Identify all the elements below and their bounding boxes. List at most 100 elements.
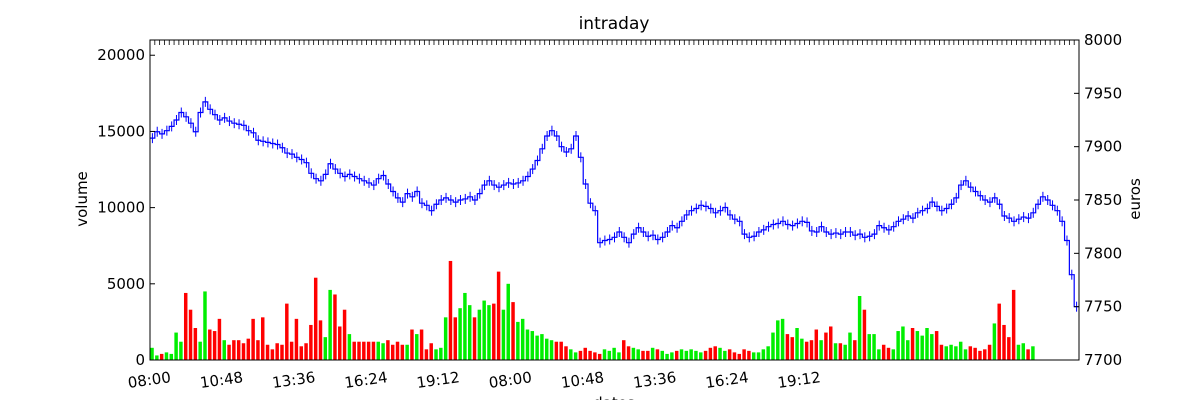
volume-bar xyxy=(357,341,361,360)
volume-bar xyxy=(198,341,202,360)
volume-bar xyxy=(256,340,260,360)
volume-bar xyxy=(588,350,592,360)
volume-bar xyxy=(901,326,905,360)
volume-bar xyxy=(954,346,958,360)
volume-bar xyxy=(776,320,780,360)
volume-bar xyxy=(212,331,217,360)
price-line xyxy=(150,101,1079,308)
volume-bar xyxy=(617,352,621,360)
volume-bar xyxy=(265,344,270,360)
volume-bar xyxy=(313,277,318,360)
volume-bar xyxy=(203,291,207,360)
volume-bar xyxy=(275,343,279,360)
volume-bar xyxy=(236,340,241,360)
volume-bar xyxy=(814,329,819,360)
y-tick-label-left: 20000 xyxy=(97,46,145,64)
volume-bar xyxy=(501,309,506,360)
x-tick-label: 19:12 xyxy=(415,368,460,392)
volume-bar xyxy=(771,332,775,360)
volume-bar xyxy=(285,303,289,360)
volume-bar xyxy=(496,271,501,360)
volume-bar xyxy=(1026,349,1030,360)
axes: 0 5000 10000 15000 20000 7700 7750 7800 7850 7900… xyxy=(97,31,1122,392)
volume-bar xyxy=(655,349,660,360)
volume-bar xyxy=(838,343,843,360)
x-tick-label: 16:24 xyxy=(343,368,388,392)
volume-bar xyxy=(439,347,443,360)
volume-bar xyxy=(227,344,231,360)
volume-bar xyxy=(419,329,424,360)
y-tick-label-right: 7800 xyxy=(1084,244,1122,262)
volume-bar xyxy=(477,309,482,360)
volume-bar xyxy=(400,344,405,360)
volume-bar xyxy=(164,352,169,360)
volume-bar xyxy=(896,331,900,360)
y-tick-label-right: 7750 xyxy=(1084,298,1122,316)
volume-bar xyxy=(545,338,549,360)
volume-bar xyxy=(626,346,631,360)
volume-bar xyxy=(646,350,650,360)
volume-bar xyxy=(857,296,862,360)
volume-bar xyxy=(674,350,679,360)
volume-bar xyxy=(949,344,953,360)
volume-bar xyxy=(925,328,929,360)
volume-bar xyxy=(159,353,164,360)
volume-bar xyxy=(607,350,612,360)
price-line-group xyxy=(150,96,1079,312)
volume-bar xyxy=(766,346,770,360)
x-tick-label: 16:24 xyxy=(704,368,749,392)
x-tick-label: 08:00 xyxy=(488,368,533,392)
x-tick-label: 08:00 xyxy=(127,368,172,392)
volume-bar xyxy=(328,289,332,360)
volume-bar xyxy=(987,344,992,360)
volume-bar xyxy=(371,341,376,360)
volume-bar xyxy=(824,332,828,360)
volume-bar xyxy=(872,334,876,360)
volume-bar xyxy=(390,344,395,360)
volume-bar xyxy=(718,347,722,360)
volume-bar xyxy=(997,303,1001,360)
volume-bar xyxy=(785,334,790,360)
volume-bar xyxy=(280,344,284,360)
volume-bar xyxy=(992,323,997,360)
volume-bar xyxy=(689,349,693,360)
volume-bar xyxy=(347,334,352,360)
volume-bar xyxy=(448,260,453,360)
volume-bar xyxy=(790,337,794,360)
volume-bar xyxy=(232,340,236,360)
y-tick-label-left: 15000 xyxy=(97,122,145,140)
volume-bar xyxy=(222,340,226,360)
volume-bar xyxy=(193,328,198,360)
volume-bar xyxy=(415,334,419,360)
volume-bar xyxy=(395,341,400,360)
volume-bar xyxy=(1002,324,1006,360)
volume-bar xyxy=(593,352,597,360)
volume-bar xyxy=(612,347,616,360)
volume-bar xyxy=(366,341,371,360)
volume-bar xyxy=(1031,346,1035,360)
y-tick-label-left: 5000 xyxy=(107,275,145,293)
volume-bar xyxy=(573,352,578,360)
x-tick-label: 19:12 xyxy=(776,368,821,392)
volume-bar xyxy=(853,340,857,360)
volume-bar xyxy=(939,344,944,360)
volume-bar xyxy=(1011,289,1016,360)
volume-bar xyxy=(756,352,761,360)
volume-bar xyxy=(342,309,347,360)
volume-bar xyxy=(833,343,838,360)
volume-bar xyxy=(973,347,977,360)
volume-bar xyxy=(597,353,602,360)
volume-bar xyxy=(910,328,915,360)
volume-bar xyxy=(554,341,559,360)
volume-bar xyxy=(261,317,265,360)
y-tick-label-right: 7900 xyxy=(1084,138,1122,156)
volume-bar xyxy=(569,349,573,360)
volume-bar xyxy=(804,341,809,360)
y-tick-label-right: 8000 xyxy=(1084,31,1122,49)
volume-bar xyxy=(670,352,674,360)
volume-bar xyxy=(270,349,275,360)
volume-bar xyxy=(699,352,703,360)
volume-bar xyxy=(299,346,303,360)
volume-bar xyxy=(819,340,823,360)
